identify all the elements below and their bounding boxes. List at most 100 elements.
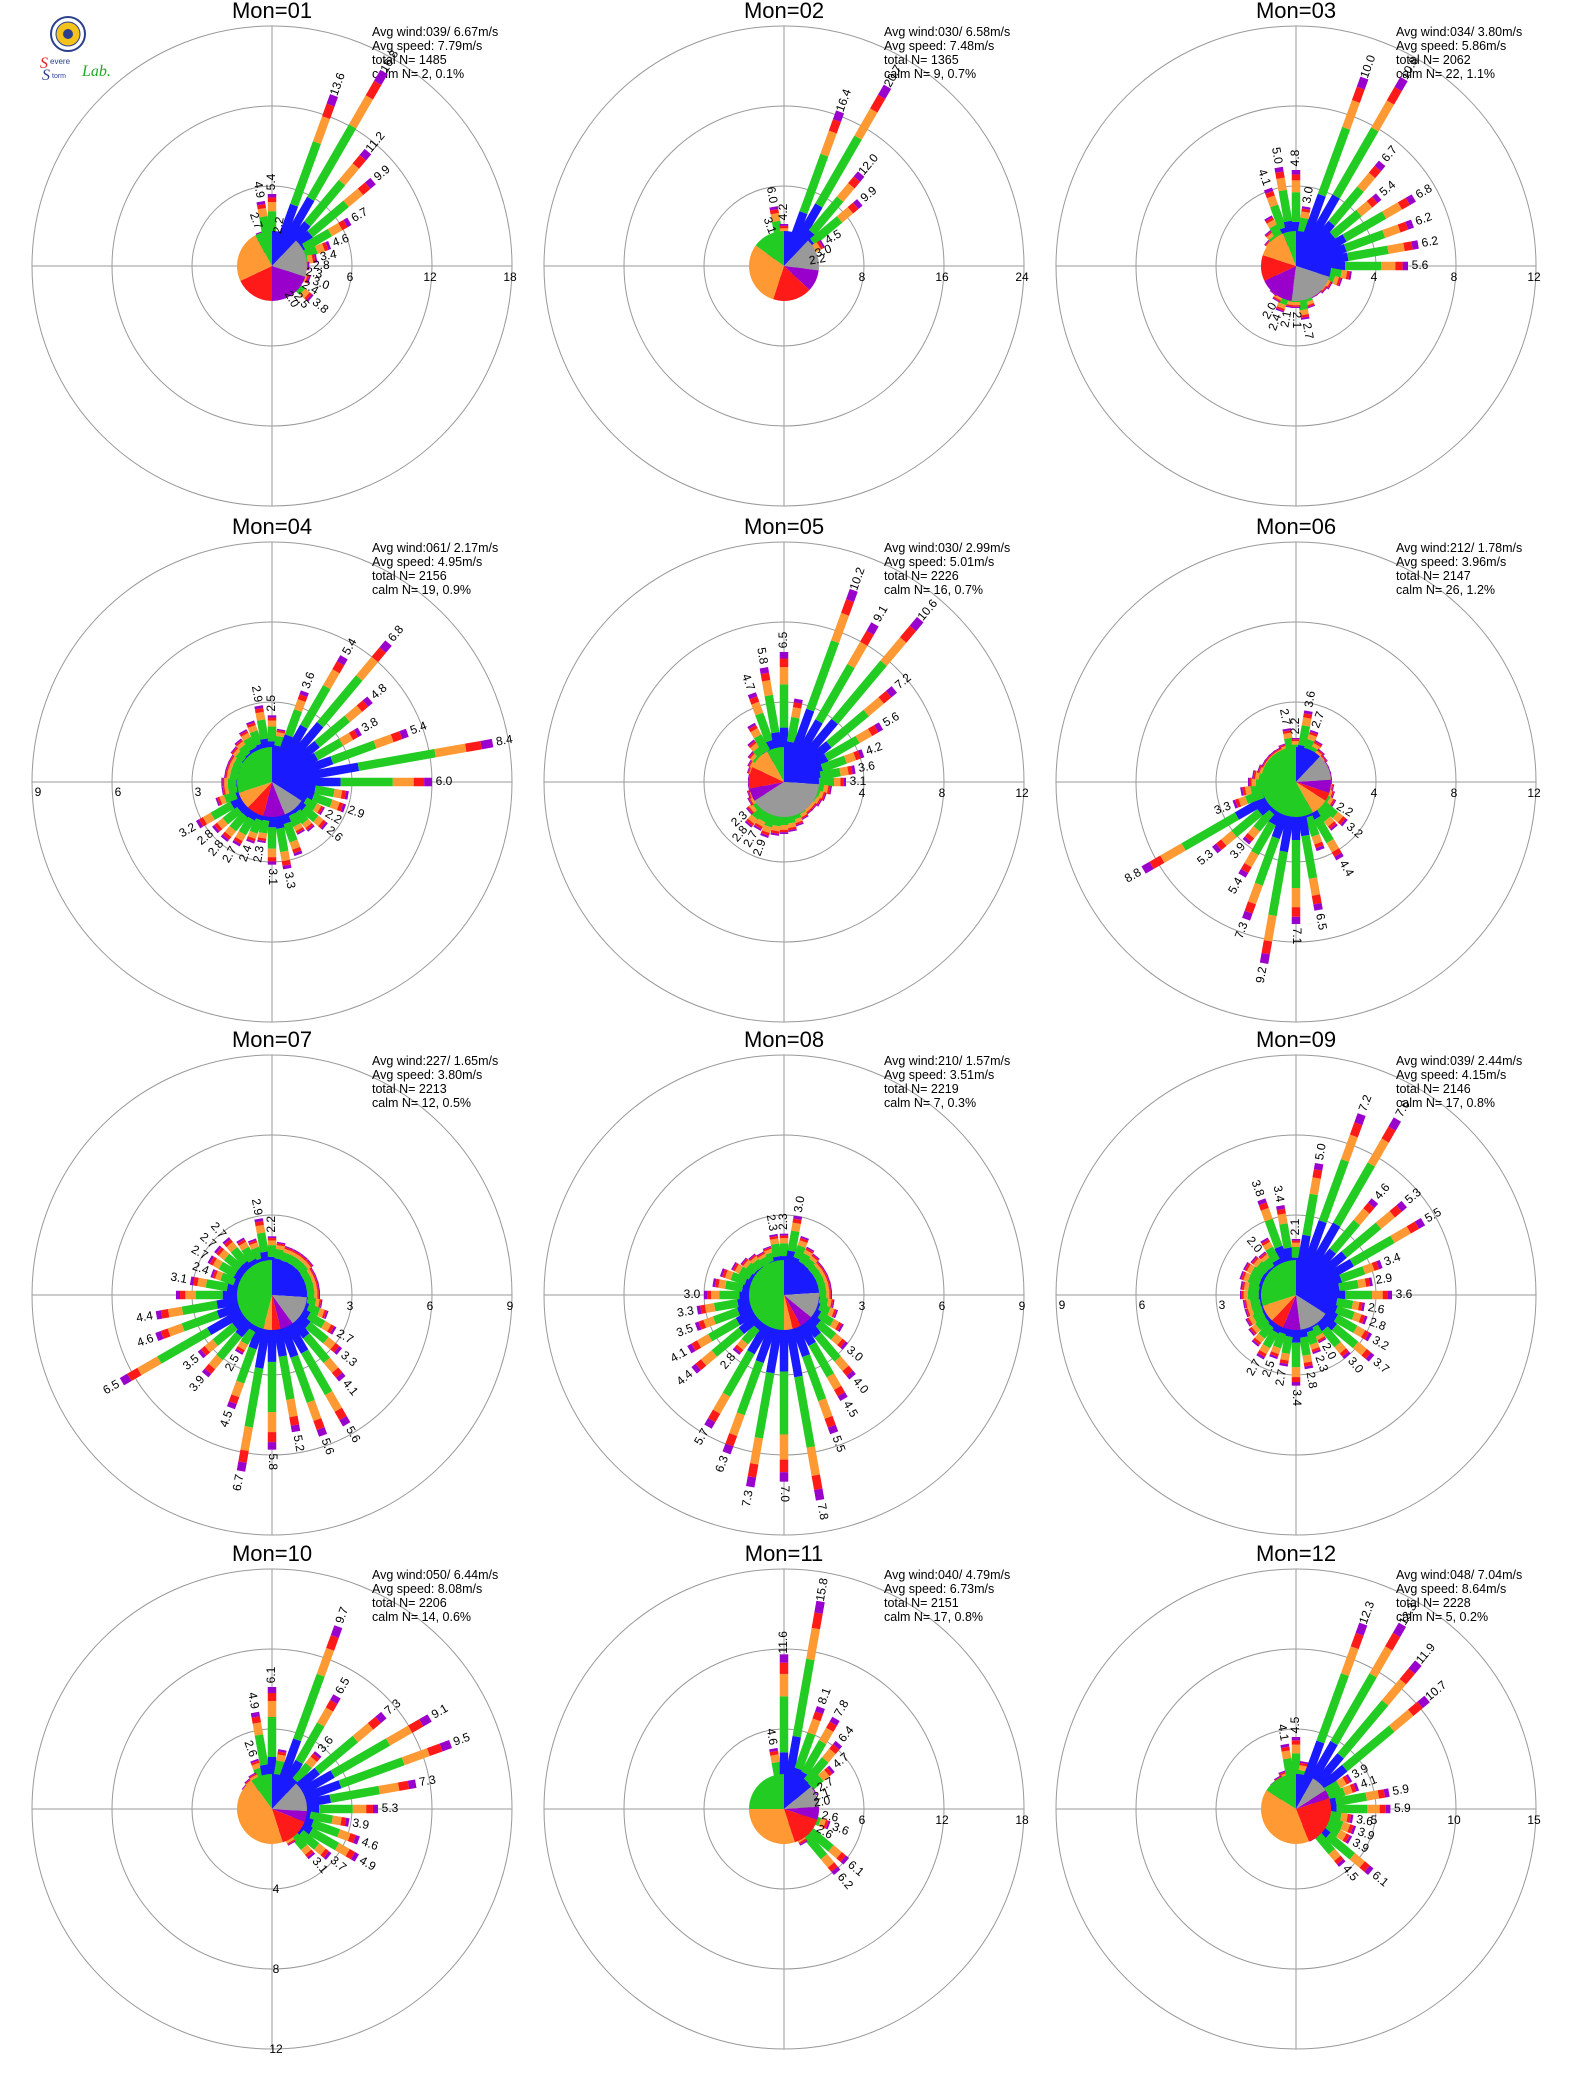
wind-bar-segment	[820, 1853, 835, 1868]
wind-bar-segment	[224, 785, 230, 795]
wind-bar-segment	[1263, 187, 1274, 194]
wind-bar-segment	[1389, 1205, 1402, 1218]
wind-bar-segment	[226, 1401, 237, 1410]
bar-value-label: 5.3	[382, 1801, 399, 1815]
wind-bar-segment	[374, 69, 388, 86]
wind-bar-segment	[267, 1412, 277, 1433]
bar-value-label: 4.6	[764, 1727, 781, 1746]
wind-bar-segment	[306, 824, 315, 832]
bar-value-label: 7.2	[1356, 1092, 1375, 1113]
wind-bar-segment	[824, 1415, 836, 1428]
ring-scale-label: 4	[1371, 270, 1378, 284]
wind-bar-segment	[814, 1332, 841, 1362]
calm-pie-slice	[1296, 756, 1331, 782]
wind-bar-segment	[779, 1696, 789, 1753]
wind-bar-segment	[1315, 1251, 1347, 1280]
wind-bar-segment	[831, 1308, 837, 1318]
wind-bar-segment	[770, 830, 780, 835]
wind-bar-segment	[1284, 305, 1294, 309]
bar-value-label: 4.6	[135, 1331, 156, 1350]
wind-bar-segment	[1314, 841, 1324, 849]
wind-bar-segment	[696, 1333, 713, 1348]
wind-bar-segment	[722, 1350, 755, 1397]
calm-pie-slice	[784, 747, 819, 785]
wind-bar-segment	[874, 722, 884, 733]
wind-bar-segment	[317, 1282, 321, 1292]
wind-bar-segment	[1392, 1622, 1407, 1637]
calm-pie-slice	[237, 747, 272, 793]
rose-stat-line: calm N= 26, 1.2%	[1396, 583, 1495, 597]
wind-bar-segment	[1319, 800, 1339, 819]
wind-bar-segment	[1253, 1258, 1262, 1268]
bar-value-label: 5.2	[291, 1434, 308, 1453]
wind-bar-segment	[324, 1310, 329, 1320]
wind-bar-segment	[1301, 206, 1311, 210]
rose-stat-line: Avg speed: 6.73m/s	[884, 1582, 994, 1596]
wind-bar-segment	[759, 667, 770, 675]
wind-bar-segment	[371, 647, 386, 663]
calm-pie-slice	[1296, 1790, 1330, 1809]
wind-bar-segment	[769, 209, 779, 215]
wind-bar-segment	[794, 820, 804, 826]
wind-bar	[282, 1318, 351, 1427]
wind-bar-segment	[1375, 1210, 1395, 1230]
rose-title: Mon=02	[744, 0, 824, 23]
wind-bar-segment	[306, 1268, 314, 1278]
wind-bar-segment	[867, 725, 879, 736]
wind-bar-segment	[317, 1308, 325, 1318]
wind-bar-segment	[748, 725, 758, 733]
wind-bar-segment	[1349, 1235, 1395, 1267]
wind-bar-segment	[1368, 165, 1382, 179]
wind-bar-segment	[250, 1711, 260, 1718]
bar-value-label: 3.1	[761, 215, 780, 236]
bar-value-label: 6.5	[332, 1675, 353, 1697]
bar-value-label: 5.3	[1194, 846, 1216, 868]
ring-scale-label: 3	[859, 1299, 866, 1313]
wind-bar-segment	[1272, 297, 1281, 303]
wind-bar-segment	[829, 1319, 840, 1330]
bar-value-label: 7.3	[739, 1489, 756, 1508]
bar-value-label: 2.3	[728, 808, 750, 830]
wind-bar-segment	[1281, 1750, 1292, 1760]
wind-bar-segment	[222, 806, 242, 825]
wind-bar-segment	[330, 1738, 391, 1778]
rose-stat-line: total N= 1485	[372, 53, 447, 67]
bar-value-label: 2.2	[270, 215, 287, 234]
wind-bar-segment	[248, 1772, 257, 1778]
wind-bar-segment	[293, 699, 306, 713]
wind-bar-segment	[235, 739, 244, 747]
wind-bar-segment	[825, 1282, 830, 1292]
bar-value-label: 3.4	[1290, 1389, 1304, 1406]
ring-scale-label: 6	[859, 1813, 866, 1827]
wind-bar-segment	[282, 864, 292, 870]
wind-bar-segment	[300, 1349, 333, 1396]
wind-bar-segment	[215, 797, 220, 807]
ring-scale-label: 8	[1451, 786, 1458, 800]
wind-bar-segment	[805, 1247, 814, 1254]
wind-bar-segment	[1240, 1281, 1244, 1290]
wind-bar-segment	[1349, 1814, 1354, 1824]
rose-stat-line: calm N= 9, 0.7%	[884, 67, 976, 81]
wind-bar-segment	[331, 1815, 342, 1826]
wind-bar-segment	[267, 202, 277, 212]
wind-bar-segment	[837, 1338, 846, 1348]
rose-stat-line: Avg speed: 7.48m/s	[884, 39, 994, 53]
wind-bar-segment	[1248, 882, 1263, 905]
wind-bar-segment	[1149, 855, 1165, 870]
wind-bar-segment	[724, 1280, 744, 1292]
wind-bar-segment	[711, 1290, 720, 1300]
wind-bar	[806, 777, 846, 787]
wind-bar-segment	[732, 1347, 742, 1355]
wind-bar	[300, 738, 494, 782]
wind-bar-segment	[244, 1367, 264, 1428]
wind-bar-segment	[1291, 1377, 1301, 1382]
wind-bar-segment	[840, 1341, 849, 1350]
wind-bar-segment	[307, 1259, 314, 1267]
wind-bar-segment	[1240, 787, 1244, 796]
wind-bar-segment	[1314, 1832, 1336, 1855]
wind-bar-segment	[794, 1375, 815, 1448]
ring-scale-label: 9	[1019, 1299, 1026, 1313]
wind-bar-segment	[1407, 1701, 1423, 1717]
